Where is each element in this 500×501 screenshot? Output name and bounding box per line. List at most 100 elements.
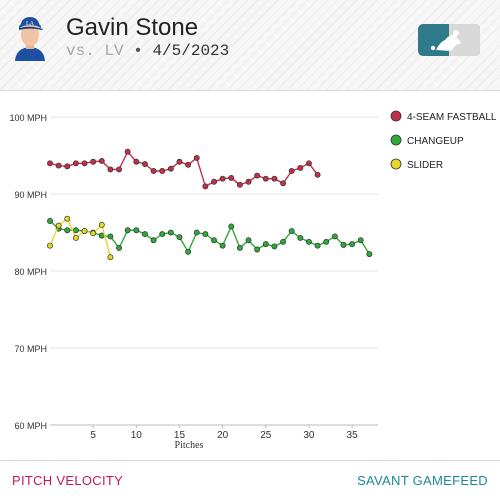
point-slider-3 <box>72 234 79 241</box>
point-changeup-33 <box>331 233 338 240</box>
series-line-changeup <box>49 220 370 255</box>
y-tick-label-100: 100 MPH <box>9 113 47 123</box>
point-changeup-11 <box>141 231 148 238</box>
point-4-seam-fastball-4 <box>81 160 88 167</box>
point-changeup-27 <box>280 238 287 245</box>
matchup-line: vs. LV • 4/5/2023 <box>66 42 229 60</box>
legend-label-changeup: CHANGEUP <box>407 136 464 147</box>
x-tick-label-15: 15 <box>174 430 186 441</box>
mlb-logo-icon <box>418 24 480 56</box>
legend-label-4-seam-fastball: 4-SEAM FASTBALL <box>407 112 497 123</box>
point-4-seam-fastball-23 <box>245 178 252 185</box>
point-4-seam-fastball-20 <box>219 175 226 182</box>
point-4-seam-fastball-26 <box>271 175 278 182</box>
point-changeup-20 <box>219 242 226 249</box>
point-changeup-19 <box>211 237 217 244</box>
point-4-seam-fastball-13 <box>159 168 166 174</box>
point-4-seam-fastball-17 <box>193 154 200 161</box>
point-changeup-35 <box>349 241 356 248</box>
y-tick-label-90: 90 MPH <box>14 190 47 200</box>
legend-swatch-changeup <box>390 134 402 146</box>
velocity-chart: 60 MPH 70 MPH 80 MPH 90 MPH 100 MPH 5 10 15 20 25… <box>0 92 500 460</box>
point-4-seam-fastball-5 <box>90 158 97 165</box>
x-tick-label-25: 25 <box>260 430 272 441</box>
point-slider-6 <box>98 221 105 228</box>
point-changeup-15 <box>176 234 183 241</box>
point-4-seam-fastball-24 <box>254 172 261 179</box>
point-changeup-17 <box>193 229 200 236</box>
point-changeup-12 <box>150 237 157 244</box>
y-tick-label-70: 70 MPH <box>14 344 47 354</box>
point-4-seam-fastball-22 <box>236 181 243 188</box>
point-4-seam-fastball-28 <box>288 168 295 174</box>
point-changeup-22 <box>236 245 243 251</box>
point-4-seam-fastball-15 <box>176 158 183 165</box>
point-changeup-2 <box>64 227 71 234</box>
point-slider-0 <box>47 242 53 249</box>
x-tick-label-35: 35 <box>347 430 359 441</box>
point-4-seam-fastball-21 <box>228 174 235 181</box>
opponent: vs. LV <box>66 42 124 60</box>
point-changeup-24 <box>254 246 261 253</box>
footer: PITCH VELOCITY SAVANT GAMEFEED <box>0 460 500 501</box>
point-4-seam-fastball-31 <box>314 171 321 178</box>
point-changeup-29 <box>297 234 304 241</box>
point-4-seam-fastball-30 <box>305 160 312 167</box>
x-tick-label-20: 20 <box>217 430 229 441</box>
point-slider-7 <box>107 254 114 261</box>
point-changeup-7 <box>107 233 114 240</box>
legend-label-slider: SLIDER <box>407 160 443 171</box>
point-4-seam-fastball-29 <box>297 164 304 171</box>
point-4-seam-fastball-9 <box>124 148 131 155</box>
point-4-seam-fastball-27 <box>280 180 287 187</box>
point-4-seam-fastball-10 <box>133 158 140 165</box>
point-4-seam-fastball-7 <box>107 166 114 173</box>
point-changeup-25 <box>262 241 269 248</box>
player-headshot-icon: LA <box>12 13 48 61</box>
point-changeup-16 <box>185 248 192 255</box>
separator: • <box>133 42 143 60</box>
footer-brand: SAVANT GAMEFEED <box>357 473 488 488</box>
series-line-4-seam-fastball <box>49 150 319 188</box>
point-changeup-37 <box>366 251 373 258</box>
point-changeup-30 <box>305 238 312 245</box>
point-4-seam-fastball-2 <box>64 163 71 170</box>
player-name: Gavin Stone <box>66 14 199 41</box>
point-4-seam-fastball-1 <box>55 162 62 169</box>
point-changeup-3 <box>72 227 79 234</box>
point-changeup-31 <box>314 242 321 249</box>
y-tick-label-60: 60 MPH <box>14 421 47 431</box>
footer-title: PITCH VELOCITY <box>12 473 124 488</box>
velocity-chart-svg: 60 MPH 70 MPH 80 MPH 90 MPH 100 MPH 5 10 15 20 25… <box>9 110 497 451</box>
point-changeup-26 <box>271 243 278 250</box>
point-changeup-34 <box>340 241 347 248</box>
x-tick-label-10: 10 <box>131 430 143 441</box>
point-slider-2 <box>64 215 71 222</box>
point-changeup-14 <box>167 229 174 236</box>
point-changeup-23 <box>245 237 252 244</box>
point-changeup-0 <box>47 218 53 224</box>
point-4-seam-fastball-6 <box>98 158 105 164</box>
legend-swatch-4-seam-fastball <box>390 110 402 122</box>
point-changeup-10 <box>133 227 140 234</box>
point-changeup-21 <box>228 223 235 230</box>
point-changeup-32 <box>323 238 330 245</box>
legend-swatch-slider <box>390 158 402 170</box>
point-changeup-9 <box>124 227 131 234</box>
svg-text:LA: LA <box>26 21 35 27</box>
point-changeup-36 <box>357 237 364 244</box>
x-tick-label-5: 5 <box>90 430 96 441</box>
point-4-seam-fastball-11 <box>141 161 148 167</box>
point-slider-1 <box>55 222 62 229</box>
game-date: 4/5/2023 <box>152 42 230 60</box>
point-changeup-18 <box>202 231 209 238</box>
point-4-seam-fastball-18 <box>202 183 209 190</box>
point-changeup-28 <box>288 228 295 234</box>
point-4-seam-fastball-8 <box>116 166 123 173</box>
y-tick-label-80: 80 MPH <box>14 267 47 277</box>
point-4-seam-fastball-25 <box>262 175 269 182</box>
point-changeup-8 <box>116 245 123 251</box>
point-slider-4 <box>81 228 88 234</box>
point-changeup-13 <box>159 231 166 238</box>
x-tick-label-30: 30 <box>303 430 315 441</box>
